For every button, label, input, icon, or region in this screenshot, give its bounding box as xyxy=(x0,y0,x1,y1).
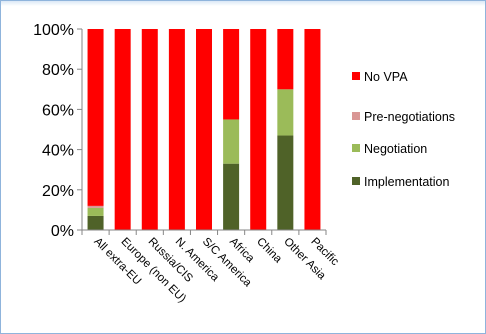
y-tick-label: 100% xyxy=(33,22,74,39)
bar-no-vpa-s-c-america xyxy=(196,29,212,230)
bar-negotiation-africa xyxy=(223,119,240,164)
y-tick-label: 80% xyxy=(42,62,74,79)
bar-no-vpa-all-extra-eu xyxy=(87,29,104,206)
legend-swatch-no-vpa xyxy=(352,72,360,80)
bar-no-vpa-pacific xyxy=(304,29,321,230)
x-category-label: China xyxy=(254,236,284,266)
legend-swatch-implementation xyxy=(352,177,360,185)
bar-implementation-all-extra-eu xyxy=(87,215,104,230)
legend-swatch-pre-negotiations xyxy=(352,112,360,120)
legend-swatch-negotiation xyxy=(352,144,360,152)
y-tick-label: 40% xyxy=(42,143,74,160)
bar-implementation-africa xyxy=(223,163,240,230)
bar-negotiation-other-asia xyxy=(277,89,294,136)
bar-no-vpa-china xyxy=(250,29,267,230)
bar-no-vpa-other-asia xyxy=(277,29,294,90)
bar-implementation-other-asia xyxy=(277,135,294,230)
legend-label-negotiation: Negotiation xyxy=(364,142,427,156)
legend-label-no-vpa: No VPA xyxy=(364,70,408,84)
y-tick-label: 0% xyxy=(51,223,74,240)
bar-no-vpa-russia-cis xyxy=(141,29,158,230)
bar-no-vpa-europe-non-eu xyxy=(114,29,131,230)
legend-label-pre-negotiations: Pre-negotiations xyxy=(364,110,455,124)
y-tick-label: 60% xyxy=(42,102,74,119)
bar-no-vpa-n-america xyxy=(168,29,185,230)
bar-pre-negotiations-all-extra-eu xyxy=(87,205,104,208)
bar-no-vpa-africa xyxy=(223,29,240,120)
legend-label-implementation: Implementation xyxy=(364,175,450,189)
bar-negotiation-all-extra-eu xyxy=(87,207,104,216)
y-tick-label: 20% xyxy=(42,183,74,200)
